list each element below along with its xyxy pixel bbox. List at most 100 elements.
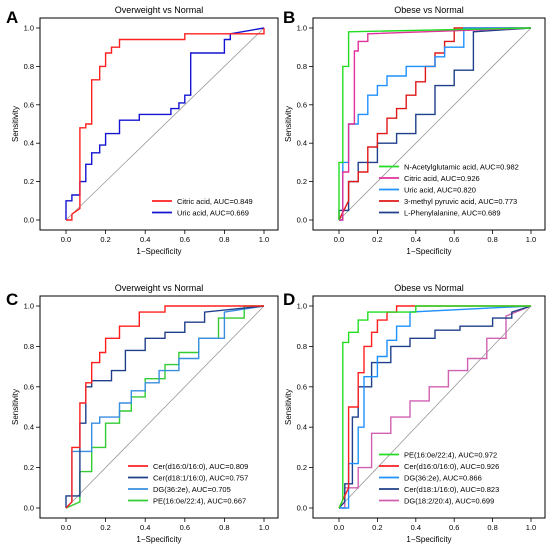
- x-tick-label: 0.6: [180, 523, 190, 532]
- legend-entry: Cer(d16:0/16:0), AUC=0.926: [404, 462, 499, 471]
- x-tick-label: 0.8: [219, 523, 229, 532]
- y-tick-label: 0.6: [24, 382, 34, 391]
- x-tick-label: 1.0: [259, 235, 269, 244]
- panel-letter: C: [6, 290, 18, 309]
- x-tick-label: 0.4: [140, 235, 150, 244]
- y-tick-label: 0.4: [297, 139, 307, 148]
- x-tick-label: 0.0: [61, 523, 71, 532]
- x-tick-label: 1.0: [526, 235, 536, 244]
- roc-curve-1: [338, 27, 532, 220]
- x-tick-label: 1.0: [526, 523, 536, 532]
- y-axis-label: Sensitivity: [11, 106, 20, 142]
- x-tick-label: 0.8: [219, 235, 229, 244]
- legend: N-Acetylglutamic acid, AUC=0.982 Citric a…: [379, 163, 519, 218]
- x-tick-label: 0.0: [334, 235, 344, 244]
- panel-b: B Obese vs Normal 0.0 0.0 0.2 0.2 0.4 0.4 0.6 0.6…: [283, 5, 546, 256]
- diagonal-reference-line: [65, 27, 265, 221]
- plot-frame: [39, 17, 279, 231]
- y-tick-label: 1.0: [297, 302, 307, 311]
- y-axis-label: Sensitivity: [11, 389, 20, 425]
- y-tick-label: 0.8: [297, 62, 307, 71]
- x-tick-label: 0.2: [372, 235, 382, 244]
- x-tick-label: 0.6: [180, 235, 190, 244]
- x-tick-label: 1.0: [259, 523, 269, 532]
- y-axis-label: Sensitivity: [284, 389, 293, 425]
- legend-entry: Citric acid, AUC=0.926: [404, 174, 480, 183]
- panel-letter: D: [283, 290, 295, 309]
- x-tick-label: 0.2: [372, 523, 382, 532]
- x-tick-label: 0.4: [140, 523, 150, 532]
- roc-curve-5: [339, 305, 532, 509]
- y-axis-label: Sensitivity: [284, 106, 293, 142]
- x-tick-label: 0.2: [100, 235, 110, 244]
- chart-title: Overweight vs Normal: [115, 5, 204, 15]
- y-tick-label: 0.4: [24, 139, 34, 148]
- chart-title: Obese vs Normal: [394, 5, 464, 15]
- y-tick-label: 0.2: [24, 177, 34, 186]
- legend: Citric acid, AUC=0.849 Uric acid, AUC=0.6…: [152, 197, 253, 218]
- y-tick-label: 0.0: [297, 216, 307, 225]
- x-axis-label: 1−Specificity: [406, 247, 451, 256]
- x-tick-label: 0.8: [487, 523, 497, 532]
- x-tick-label: 0.4: [411, 235, 421, 244]
- diagonal-reference-line: [338, 27, 532, 221]
- legend-entry: N-Acetylglutamic acid, AUC=0.982: [404, 163, 519, 172]
- legend-entry: PE(16:0e/22:4), AUC=0.972: [404, 451, 497, 460]
- x-tick-label: 0.6: [449, 235, 459, 244]
- x-tick-label: 0.0: [334, 523, 344, 532]
- roc-curve-2: [339, 27, 532, 221]
- roc-curve-1: [338, 305, 531, 509]
- legend-entry: Uric acid, AUC=0.669: [177, 209, 249, 218]
- y-tick-label: 0.0: [24, 216, 34, 225]
- diagonal-reference-line: [338, 305, 532, 509]
- y-tick-label: 0.6: [297, 100, 307, 109]
- legend-entry: Cer(d16:0/16:0), AUC=0.809: [153, 462, 248, 471]
- y-tick-label: 0.4: [297, 423, 307, 432]
- legend-entry: Citric acid, AUC=0.849: [177, 197, 253, 206]
- legend-entry: PE(16:0e/22:4), AUC=0.667: [153, 497, 246, 506]
- x-tick-label: 0.6: [449, 523, 459, 532]
- chart-title: Obese vs Normal: [394, 283, 464, 293]
- panel-c: C Overweight vs Normal 0.0 0.0 0.2 0.2 0.4 0.4 0…: [6, 283, 279, 544]
- roc-curve-4: [338, 305, 532, 509]
- y-tick-label: 1.0: [24, 302, 34, 311]
- legend-entry: DG(36:2e), AUC=0.866: [404, 474, 482, 483]
- panel-d: D Obese vs Normal 0.0 0.0 0.2 0.2 0.4 0.4 0.6 0.6…: [283, 283, 546, 544]
- y-tick-label: 0.2: [297, 463, 307, 472]
- y-tick-label: 1.0: [297, 24, 307, 33]
- legend-entry: Uric acid, AUC=0.820: [404, 186, 476, 195]
- legend-entry: Cer(d18:1/16:0), AUC=0.823: [404, 485, 499, 494]
- roc-curve-4: [338, 27, 531, 221]
- roc-curve-1: [66, 28, 265, 221]
- y-tick-label: 0.6: [24, 100, 34, 109]
- y-tick-label: 0.2: [24, 463, 34, 472]
- y-tick-label: 0.8: [297, 342, 307, 351]
- roc-curve-3: [65, 305, 265, 509]
- legend-entry: DG(36:2e), AUC=0.705: [153, 485, 231, 494]
- diagonal-reference-line: [65, 305, 265, 509]
- y-tick-label: 0.2: [297, 177, 307, 186]
- legend: PE(16:0e/22:4), AUC=0.972 Cer(d16:0/16:0)…: [379, 451, 499, 506]
- roc-curve-2: [65, 305, 265, 508]
- x-axis-label: 1−Specificity: [406, 535, 451, 544]
- x-tick-label: 0.4: [411, 523, 421, 532]
- x-axis-label: 1−Specificity: [136, 247, 181, 256]
- panel-a: A Overweight vs Normal 0.0 0.0 0.2 0.2 0.4 0.4 0…: [6, 5, 279, 256]
- x-tick-label: 0.0: [61, 235, 71, 244]
- panel-letter: A: [6, 8, 18, 27]
- plot-frame: [312, 17, 546, 231]
- roc-curve-3: [339, 305, 532, 509]
- y-tick-label: 0.4: [24, 423, 34, 432]
- legend-entry: Cer(d18:1/16:0), AUC=0.757: [153, 474, 248, 483]
- x-tick-label: 0.8: [487, 235, 497, 244]
- y-tick-label: 0.6: [297, 382, 307, 391]
- x-axis-label: 1−Specificity: [136, 535, 181, 544]
- y-tick-label: 0.0: [297, 504, 307, 513]
- y-tick-label: 0.8: [24, 62, 34, 71]
- x-tick-label: 0.2: [100, 523, 110, 532]
- y-tick-label: 1.0: [24, 24, 34, 33]
- y-tick-label: 0.0: [24, 504, 34, 513]
- legend-entry: DG(18:2/20:4), AUC=0.699: [404, 497, 494, 506]
- panel-letter: B: [283, 8, 295, 27]
